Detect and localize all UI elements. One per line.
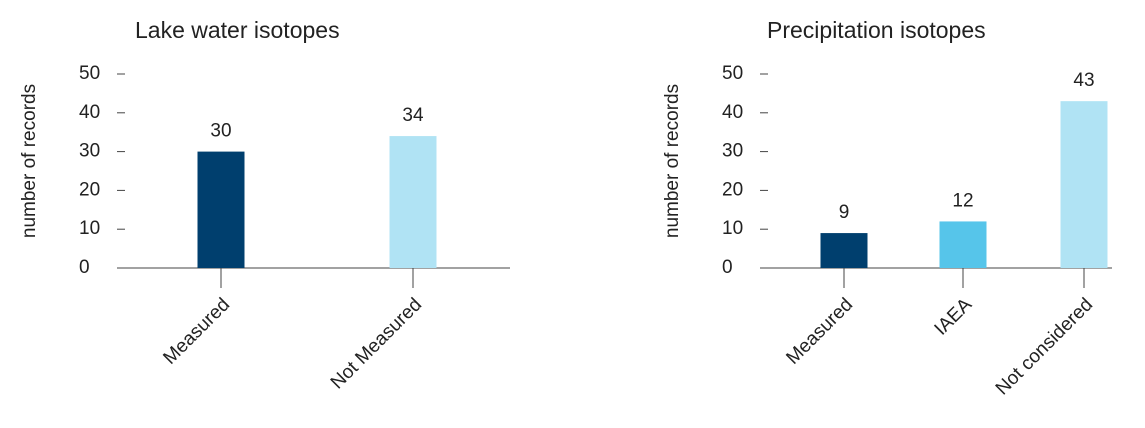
value-label: 12 xyxy=(952,190,973,211)
bar xyxy=(939,221,987,268)
y-tick-label: 20 xyxy=(722,179,743,200)
x-tick-label: Not Measured xyxy=(327,294,426,393)
x-tick-label: Measured xyxy=(782,294,857,369)
y-tick-label: 10 xyxy=(79,218,100,239)
y-axis-label: number of records xyxy=(662,84,683,238)
y-tick-label: 0 xyxy=(79,257,90,278)
value-label: 30 xyxy=(210,121,231,142)
y-tick-label: 50 xyxy=(722,63,743,84)
x-tick-label: IAEA xyxy=(931,294,977,340)
bar xyxy=(820,233,868,268)
y-axis-label: number of records xyxy=(19,84,40,238)
y-tick-label: 10 xyxy=(722,218,743,239)
bar xyxy=(389,136,437,268)
value-label: 43 xyxy=(1073,70,1094,91)
value-label: 34 xyxy=(402,105,424,126)
bar xyxy=(1060,101,1108,268)
x-tick-label: Not considered xyxy=(992,294,1097,399)
y-tick-label: 30 xyxy=(722,141,743,162)
chart-title: Precipitation isotopes xyxy=(767,17,986,43)
value-label: 9 xyxy=(839,202,850,223)
chart-title: Lake water isotopes xyxy=(135,17,340,43)
y-tick-label: 50 xyxy=(79,63,100,84)
y-tick-label: 40 xyxy=(722,102,743,123)
bar xyxy=(197,151,245,268)
y-tick-label: 20 xyxy=(79,179,100,200)
x-tick-label: Measured xyxy=(159,294,234,369)
y-tick-label: 40 xyxy=(79,102,100,123)
y-tick-label: 30 xyxy=(79,141,100,162)
y-tick-label: 0 xyxy=(722,257,733,278)
